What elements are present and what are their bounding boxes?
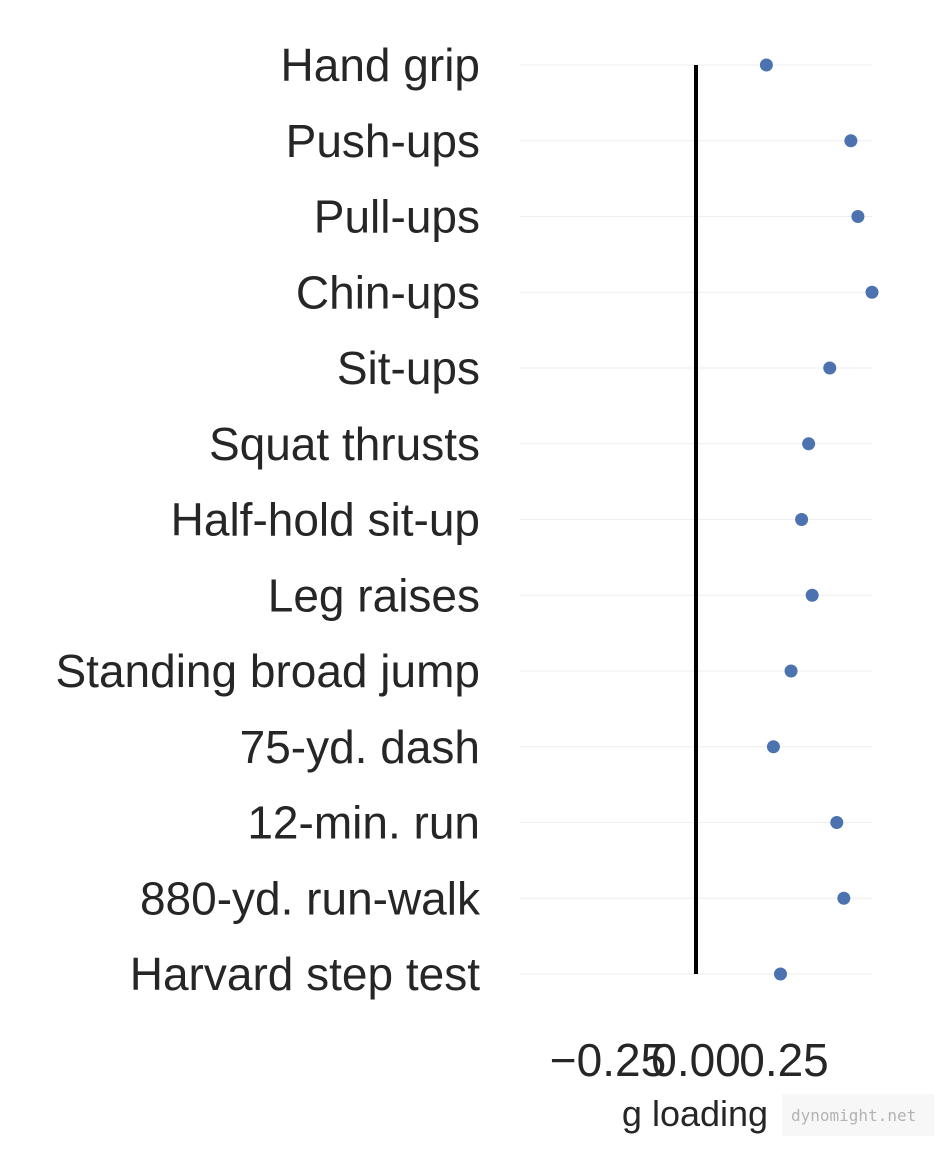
- data-point: [851, 210, 865, 223]
- watermark-background: [782, 1094, 934, 1136]
- data-point: [802, 437, 816, 451]
- data-point: [830, 816, 844, 829]
- x-axis-title: g loading: [622, 1093, 768, 1134]
- data-point: [837, 891, 851, 905]
- data-point: [795, 513, 809, 526]
- data-points: [759, 58, 879, 981]
- category-label: Leg raises: [268, 569, 480, 621]
- category-label: Hand grip: [281, 39, 480, 91]
- category-label: Half-hold sit-up: [171, 494, 480, 546]
- category-label: Harvard step test: [130, 948, 480, 1000]
- data-point: [844, 134, 858, 148]
- category-label: Pull-ups: [314, 191, 480, 243]
- category-label: Standing broad jump: [55, 645, 480, 697]
- x-tick-label: 0.25: [739, 1034, 829, 1086]
- data-point: [759, 58, 773, 72]
- category-labels: Hand grip Push-ups Pull-ups Chin-ups Sit-ups…: [55, 39, 481, 1000]
- data-point: [784, 664, 798, 678]
- x-tick-label: −0.25: [550, 1034, 666, 1086]
- category-label: 880-yd. run-walk: [140, 872, 481, 924]
- data-point: [773, 967, 787, 981]
- category-label: Push-ups: [286, 115, 480, 167]
- category-label: 12-min. run: [247, 797, 480, 849]
- category-label: Squat thrusts: [209, 418, 480, 470]
- data-point: [766, 740, 780, 754]
- x-tick-label: 0.00: [651, 1034, 741, 1086]
- data-point: [805, 588, 819, 602]
- watermark: dynomight.net: [791, 1106, 916, 1125]
- category-label: 75-yd. dash: [240, 721, 480, 773]
- data-point: [865, 285, 879, 299]
- data-point: [823, 361, 837, 375]
- x-tick-labels: −0.250.000.25: [550, 1034, 829, 1086]
- category-label: Sit-ups: [337, 342, 480, 394]
- category-label: Chin-ups: [296, 266, 480, 318]
